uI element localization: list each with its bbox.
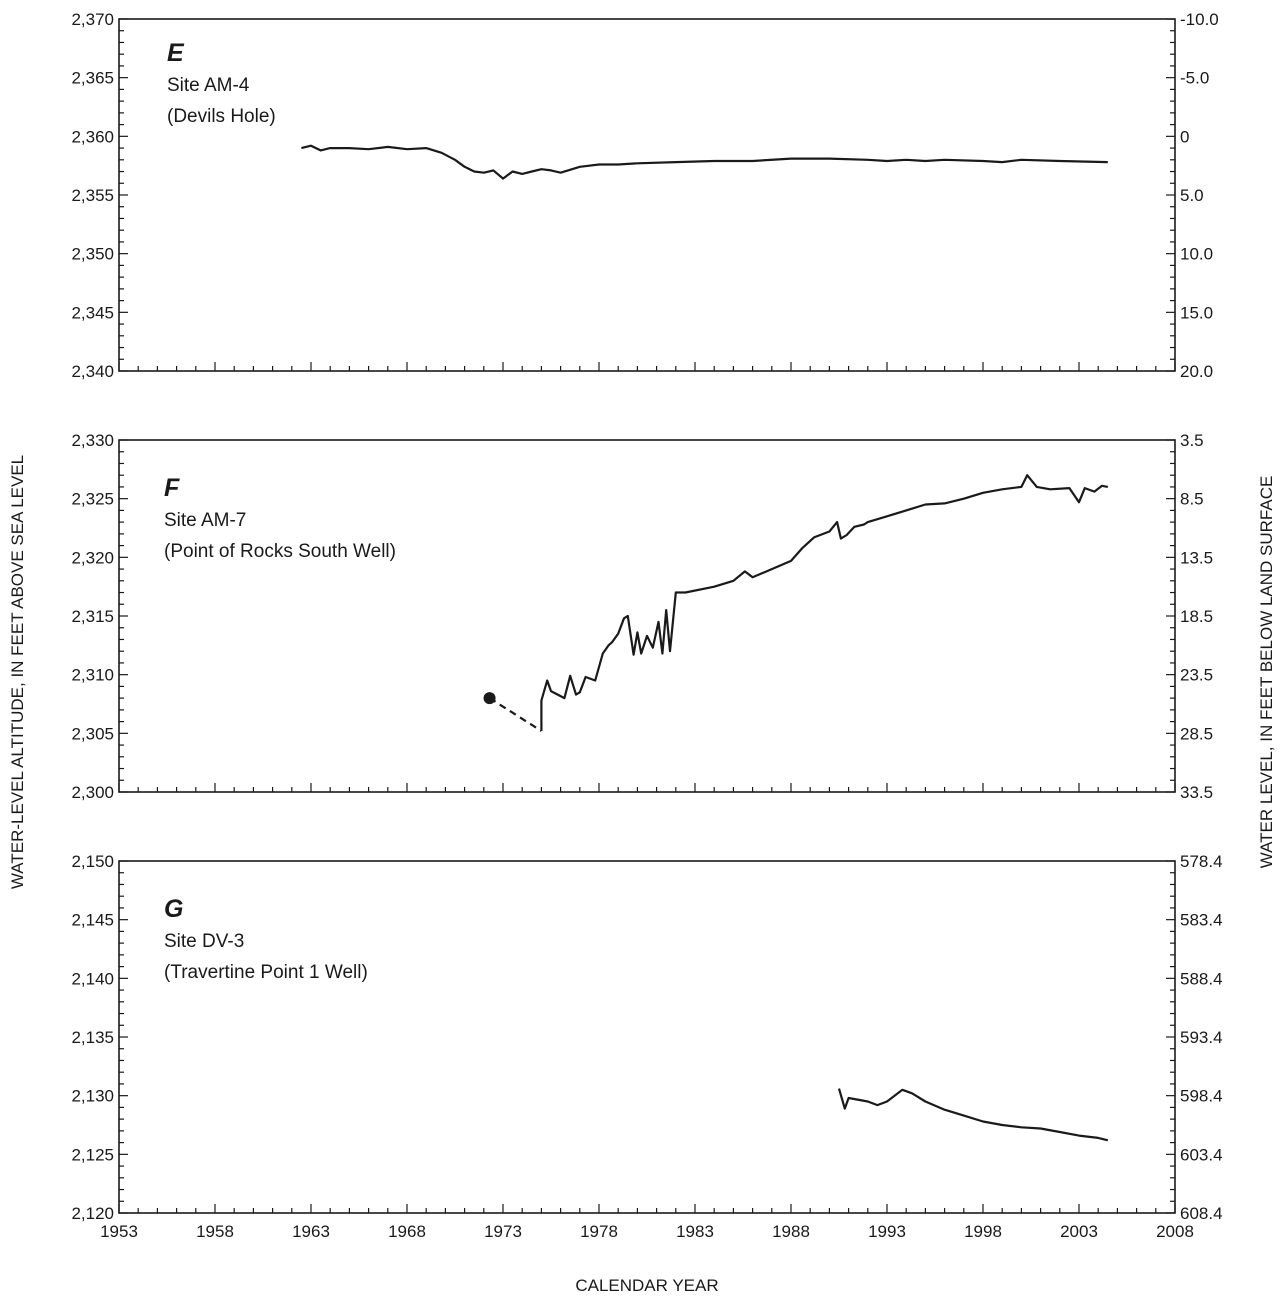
x-tick-label: 1993: [868, 1222, 906, 1241]
plot-frame: [118, 860, 1176, 1214]
right-tick-label: 8.5: [1180, 490, 1204, 509]
left-tick-label: 2,140: [71, 969, 114, 988]
right-y-ticks: 33.5 28.5 23.5 18.5 13.5 8.5 3.5: [1166, 431, 1213, 802]
series-line: [540, 474, 1109, 731]
right-tick-label: 0: [1180, 127, 1189, 146]
x-tick-label: 1983: [676, 1222, 714, 1241]
x-tick-label: 1968: [388, 1222, 426, 1241]
right-tick-label: 13.5: [1180, 548, 1213, 567]
panel-f: 2,300 2,305 2,310 2,315 2,320 2,325 2,330 33.5…: [71, 431, 1213, 802]
right-tick-label: 28.5: [1180, 724, 1213, 743]
plot-frame: [118, 18, 1176, 372]
x-tick-label: 2003: [1060, 1222, 1098, 1241]
series-line: [837, 1088, 1109, 1142]
x-tick-label: 2008: [1156, 1222, 1194, 1241]
x-axis-title: CALENDAR YEAR: [575, 1276, 718, 1295]
plot-frame: [118, 439, 1176, 793]
left-tick-label: 2,360: [71, 127, 114, 146]
right-axis-title: WATER LEVEL, IN FEET BELOW LAND SURFACE: [1257, 476, 1276, 869]
left-tick-label: 2,310: [71, 666, 114, 685]
data-series: [301, 144, 1108, 180]
panel-e: 2,340 2,345 2,350 2,355 2,360 2,365 2,370 20.0…: [71, 10, 1218, 381]
left-tick-label: 2,135: [71, 1028, 114, 1047]
right-tick-label: 593.4: [1180, 1028, 1223, 1047]
right-tick-label: 598.4: [1180, 1087, 1223, 1106]
data-series: [483, 474, 1109, 732]
left-tick-label: 2,340: [71, 362, 114, 381]
x-tick-label: 1998: [964, 1222, 1002, 1241]
left-tick-label: 2,130: [71, 1087, 114, 1106]
left-y-ticks: 2,340 2,345 2,350 2,355 2,360 2,365 2,370: [71, 10, 128, 381]
left-tick-label: 2,315: [71, 607, 114, 626]
right-tick-label: 33.5: [1180, 783, 1213, 802]
right-tick-label: 608.4: [1180, 1204, 1223, 1223]
left-tick-label: 2,305: [71, 724, 114, 743]
right-tick-label: 583.4: [1180, 911, 1223, 930]
left-tick-label: 2,120: [71, 1204, 114, 1223]
right-tick-label: 18.5: [1180, 607, 1213, 626]
right-tick-label: 15.0: [1180, 303, 1213, 322]
left-tick-label: 2,350: [71, 245, 114, 264]
right-tick-label: 23.5: [1180, 666, 1213, 685]
panel-letter: E: [167, 39, 185, 67]
right-tick-label: 588.4: [1180, 969, 1223, 988]
panel-g: 2,120 2,125 2,130 2,135 2,140 2,145 2,150 608.…: [71, 852, 1222, 1241]
left-tick-label: 2,150: [71, 852, 114, 871]
right-tick-label: 603.4: [1180, 1145, 1223, 1164]
left-tick-label: 2,300: [71, 783, 114, 802]
left-tick-label: 2,325: [71, 490, 114, 509]
right-tick-label: -5.0: [1180, 69, 1209, 88]
series-line: [301, 144, 1108, 180]
left-tick-label: 2,145: [71, 911, 114, 930]
site-name: (Devils Hole): [167, 106, 276, 127]
right-tick-label: -10.0: [1180, 10, 1219, 29]
site-label: Site DV-3: [164, 931, 244, 952]
right-tick-label: 3.5: [1180, 431, 1204, 450]
right-tick-label: 10.0: [1180, 245, 1213, 264]
x-tick-label: 1978: [580, 1222, 618, 1241]
right-tick-label: 578.4: [1180, 852, 1223, 871]
data-point-marker: [483, 692, 496, 705]
left-tick-label: 2,125: [71, 1145, 114, 1164]
left-tick-label: 2,370: [71, 10, 114, 29]
x-tick-label: 1958: [196, 1222, 234, 1241]
left-tick-label: 2,320: [71, 548, 114, 567]
site-label: Site AM-7: [164, 510, 246, 531]
x-ticks: 1953 1958 1963 1968 1973 1978 1983 1988 1993 1998…: [100, 1204, 1194, 1241]
data-series: [837, 1088, 1109, 1142]
left-tick-label: 2,330: [71, 431, 114, 450]
right-y-ticks: 20.0 15.0 10.0 5.0 0 -5.0 -10.0: [1166, 10, 1219, 381]
x-tick-label: 1988: [772, 1222, 810, 1241]
right-y-ticks: 608.4 603.4 598.4 593.4 588.4 583.4 578.4: [1166, 852, 1223, 1223]
x-tick-label: 1973: [484, 1222, 522, 1241]
site-name: (Point of Rocks South Well): [164, 541, 396, 562]
panel-letter: F: [164, 474, 180, 502]
site-name: (Travertine Point 1 Well): [164, 962, 368, 983]
right-tick-label: 5.0: [1180, 186, 1204, 205]
left-y-ticks: 2,120 2,125 2,130 2,135 2,140 2,145 2,150: [71, 852, 128, 1223]
panel-letter: G: [164, 895, 183, 923]
x-ticks: [118, 362, 1176, 371]
right-tick-label: 20.0: [1180, 362, 1213, 381]
left-axis-title: WATER-LEVEL ALTITUDE, IN FEET ABOVE SEA …: [8, 455, 27, 889]
dashed-series-line: [489, 697, 542, 732]
left-tick-label: 2,365: [71, 69, 114, 88]
x-tick-label: 1963: [292, 1222, 330, 1241]
x-ticks: [118, 783, 1176, 792]
left-tick-label: 2,355: [71, 186, 114, 205]
left-y-ticks: 2,300 2,305 2,310 2,315 2,320 2,325 2,330: [71, 431, 128, 802]
site-label: Site AM-4: [167, 75, 250, 96]
x-tick-label: 1953: [100, 1222, 138, 1241]
left-tick-label: 2,345: [71, 303, 114, 322]
